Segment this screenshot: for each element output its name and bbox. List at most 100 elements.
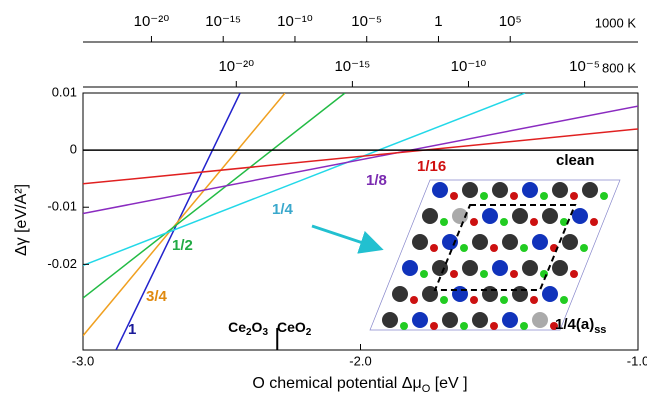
atom	[392, 286, 408, 302]
atom	[502, 234, 518, 250]
series-label: 1/2	[172, 237, 193, 254]
series-line	[83, 93, 525, 265]
y-tick-label: 0.01	[52, 84, 77, 99]
atom	[542, 208, 558, 224]
atom-o	[540, 270, 548, 278]
atom	[532, 234, 548, 250]
t: 1/4(a)	[555, 316, 594, 333]
series-label: 1/4	[272, 201, 294, 218]
structure-inset	[370, 180, 620, 330]
atom	[502, 312, 518, 328]
x-tick-label: -2.0	[349, 353, 371, 368]
cell-outline	[370, 180, 620, 330]
atom-o	[580, 244, 588, 252]
x-axis-label: O chemical potential ΔμO [eV ]	[252, 375, 467, 395]
top-tick-label: 10⁻¹⁰	[451, 58, 487, 75]
series-label: 1/8	[366, 172, 387, 189]
atom-o	[540, 192, 548, 200]
series-label: 3/4	[146, 288, 168, 305]
atom-o	[490, 244, 498, 252]
x-tick-label: -1.0	[627, 353, 647, 368]
atom	[522, 182, 538, 198]
atom-o	[480, 270, 488, 278]
top-axis-label: 800 K	[602, 60, 636, 75]
atom-o	[520, 244, 528, 252]
top-tick-label: 10⁻²⁰	[134, 13, 170, 30]
series-label: clean	[556, 152, 594, 169]
top-tick-label: 10⁻¹⁵	[334, 58, 370, 75]
atom-o	[560, 218, 568, 226]
atom	[402, 260, 418, 276]
phase-right: CeO2	[277, 319, 312, 338]
atom-o	[460, 244, 468, 252]
atom-o	[530, 218, 538, 226]
atom-o	[460, 322, 468, 330]
atom-o	[600, 192, 608, 200]
top-tick-label: 10⁻¹⁵	[205, 13, 241, 30]
series-line	[83, 93, 345, 298]
atom-o	[490, 322, 498, 330]
atom-o	[420, 270, 428, 278]
atom-o	[570, 270, 578, 278]
t: 2	[306, 327, 312, 338]
y-tick-label: -0.02	[47, 256, 77, 271]
series-label: 1	[128, 321, 136, 338]
top-tick-label: 10⁻⁵	[351, 13, 382, 30]
series-line	[83, 129, 638, 184]
atom	[412, 234, 428, 250]
atom	[492, 182, 508, 198]
top-tick-label: 10⁵	[499, 13, 522, 30]
top-tick-label: 10⁻⁵	[569, 58, 600, 75]
atom-o	[450, 270, 458, 278]
atom-o	[530, 296, 538, 304]
t: 3	[262, 327, 268, 338]
y-tick-label: 0	[70, 142, 77, 157]
atom-o	[500, 218, 508, 226]
inset-label: 1/4(a)ss	[555, 316, 606, 336]
atom	[482, 286, 498, 302]
atom-o	[440, 218, 448, 226]
atom	[552, 260, 568, 276]
atom	[492, 260, 508, 276]
y-axis-label: Δγ [eV/A²]	[13, 184, 30, 256]
atom-o	[440, 296, 448, 304]
atom	[462, 182, 478, 198]
atom	[532, 312, 548, 328]
atom	[422, 208, 438, 224]
atom-o	[450, 192, 458, 200]
atom	[512, 208, 528, 224]
t: Ce	[228, 319, 246, 335]
atom-o	[430, 322, 438, 330]
atom	[552, 182, 568, 198]
atom-o	[400, 322, 408, 330]
atom	[482, 208, 498, 224]
atom	[452, 286, 468, 302]
atom-o	[510, 270, 518, 278]
x-label-unit: [eV ]	[430, 375, 467, 392]
atom	[432, 182, 448, 198]
t: ss	[594, 324, 606, 336]
atom-o	[470, 296, 478, 304]
x-tick-label: -3.0	[72, 353, 94, 368]
series-line	[83, 93, 285, 336]
top-tick-label: 1	[434, 13, 442, 30]
y-tick-label: -0.01	[47, 199, 77, 214]
atom-o	[520, 322, 528, 330]
atom	[472, 312, 488, 328]
atom-o	[500, 296, 508, 304]
atom	[442, 312, 458, 328]
t: O	[252, 319, 263, 335]
atom	[512, 286, 528, 302]
series-line	[83, 106, 638, 213]
atom	[462, 260, 478, 276]
atom	[382, 312, 398, 328]
atom	[542, 286, 558, 302]
atom-o	[570, 192, 578, 200]
atom-o	[410, 296, 418, 304]
top-tick-label: 10⁻²⁰	[218, 58, 254, 75]
x-label-main: O chemical potential Δμ	[252, 375, 421, 392]
atom	[522, 260, 538, 276]
atom	[582, 182, 598, 198]
atom-o	[470, 218, 478, 226]
t: CeO	[277, 319, 306, 335]
